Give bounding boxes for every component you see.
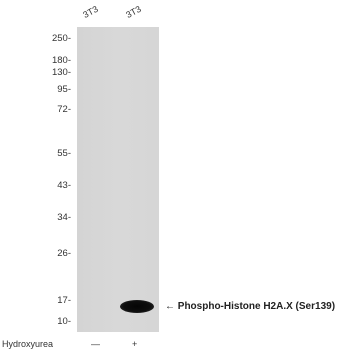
marker-72: 72-	[57, 104, 71, 115]
marker-250: 250-	[51, 33, 71, 44]
marker-43: 43-	[57, 180, 71, 191]
treatment-value-lane-2: +	[132, 339, 138, 349]
marker-130: 130-	[51, 67, 71, 78]
marker-180: 180-	[51, 55, 71, 66]
marker-55: 55-	[57, 148, 71, 159]
marker-17: 17-	[57, 295, 71, 306]
treatment-label: Hydroxyurea	[2, 339, 54, 349]
lane-label-2: 3T3	[124, 3, 143, 20]
treatment-value-lane-1: —	[91, 339, 100, 349]
band-annotation: ← Phospho-Histone H2A.X (Ser139)	[165, 301, 336, 312]
marker-95: 95-	[57, 84, 71, 95]
marker-34: 34-	[57, 212, 71, 223]
marker-26: 26-	[57, 248, 71, 259]
protein-band	[120, 300, 154, 313]
marker-10: 10-	[57, 316, 71, 327]
lane-label-1: 3T3	[81, 3, 100, 20]
gel-membrane	[77, 27, 159, 332]
